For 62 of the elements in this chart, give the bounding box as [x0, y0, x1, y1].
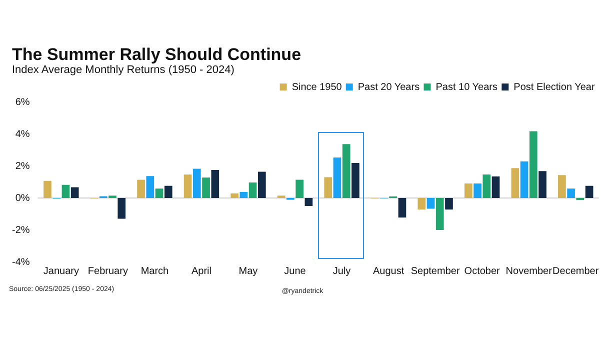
bar [137, 180, 145, 198]
bar [258, 172, 266, 198]
bar [324, 177, 332, 198]
bar [296, 180, 304, 198]
bar [436, 198, 444, 230]
bar [567, 188, 575, 198]
bar [333, 158, 342, 198]
bar [248, 182, 257, 198]
bar [520, 161, 528, 198]
x-tick-label: August [372, 266, 404, 277]
x-tick-label: January [43, 266, 79, 277]
bar [529, 131, 538, 198]
bar [184, 174, 192, 198]
x-tick-label: July [332, 266, 351, 277]
bar [511, 168, 520, 198]
bar [482, 174, 491, 198]
bar [192, 168, 201, 198]
bar [492, 176, 500, 198]
bar [445, 198, 453, 210]
bar [155, 188, 164, 198]
bar [146, 176, 154, 198]
y-tick-label: 0% [15, 192, 30, 204]
chart-subtitle: Index Average Monthly Returns (1950 - 2024) [12, 64, 234, 76]
bar [304, 198, 313, 206]
bar [585, 186, 594, 198]
y-tick-label: 2% [15, 160, 30, 172]
bar [352, 162, 360, 198]
bar [240, 192, 248, 198]
bar [44, 180, 52, 198]
bar [538, 171, 546, 198]
bar [426, 198, 435, 209]
bar [62, 184, 70, 198]
x-tick-label: February [88, 266, 128, 277]
x-tick-label: June [284, 266, 306, 277]
chart-title: The Summer Rally Should Continue [12, 45, 302, 65]
x-tick-label: October [464, 266, 501, 277]
x-tick-label: May [238, 266, 258, 277]
bar [398, 198, 406, 218]
bar [118, 198, 126, 219]
x-tick-label: March [140, 266, 169, 277]
y-tick-label: -4% [12, 256, 30, 268]
legend-label: Post Election Year [514, 82, 596, 93]
bar [211, 170, 220, 198]
bar [558, 175, 566, 198]
y-tick-label: -2% [12, 224, 30, 236]
y-tick-label: 6% [15, 96, 30, 108]
legend-label: Past 10 Years [436, 82, 498, 93]
x-tick-label: November [506, 266, 553, 277]
bar [474, 183, 482, 198]
legend-label: Past 20 Years [358, 82, 420, 93]
bar [342, 144, 350, 198]
bar [164, 186, 172, 198]
bar [418, 198, 426, 210]
legend-label: Since 1950 [292, 82, 342, 93]
x-tick-label: September [410, 266, 460, 277]
bar [70, 187, 79, 198]
bar [230, 193, 238, 198]
bar [202, 178, 210, 198]
x-tick-label: April [191, 266, 212, 277]
x-tick-label: December [552, 266, 600, 277]
y-tick-label: 4% [15, 128, 30, 140]
bar [464, 183, 472, 198]
